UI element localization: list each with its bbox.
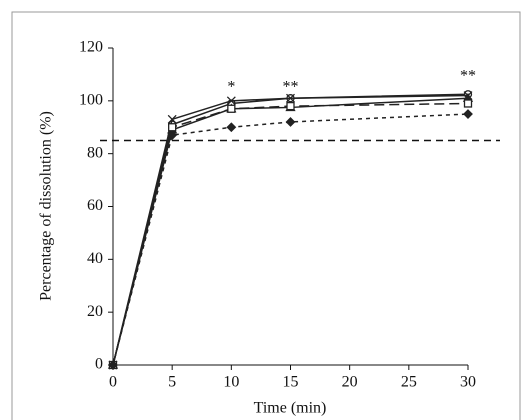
x-tick-label: 15 xyxy=(283,374,299,391)
annotation: ** xyxy=(283,78,299,95)
x-tick-label: 10 xyxy=(223,374,239,391)
annotation: * xyxy=(227,78,235,95)
marker xyxy=(227,104,236,113)
marker xyxy=(108,360,118,370)
marker xyxy=(168,123,177,132)
y-tick-label: 100 xyxy=(79,92,103,109)
marker xyxy=(463,109,473,119)
marker xyxy=(286,93,295,103)
y-tick-label: 40 xyxy=(87,250,103,267)
marker xyxy=(285,117,296,127)
marker xyxy=(226,122,237,133)
y-axis-label: Percentage of dissolution (%) xyxy=(38,111,55,301)
y-tick-label: 120 xyxy=(79,39,103,56)
x-tick-label: 30 xyxy=(460,374,476,391)
y-tick-label: 20 xyxy=(87,303,103,320)
y-tick-label: 0 xyxy=(95,356,103,373)
series-line xyxy=(112,94,469,366)
frame xyxy=(11,11,521,420)
x-tick-label: 25 xyxy=(401,374,417,391)
series-line xyxy=(112,93,469,366)
marker xyxy=(167,130,178,141)
x-tick-label: 20 xyxy=(342,374,358,391)
annotation: ** xyxy=(460,68,476,85)
y-tick-label: 80 xyxy=(87,144,103,161)
y-tick-label: 60 xyxy=(87,197,103,214)
x-tick-label: 5 xyxy=(168,374,176,391)
series-line xyxy=(112,97,469,366)
marker xyxy=(286,101,295,111)
marker xyxy=(463,99,473,108)
marker xyxy=(167,114,177,124)
x-axis-label: Time (min) xyxy=(254,400,327,417)
marker xyxy=(226,96,236,106)
x-tick-label: 0 xyxy=(109,374,117,391)
